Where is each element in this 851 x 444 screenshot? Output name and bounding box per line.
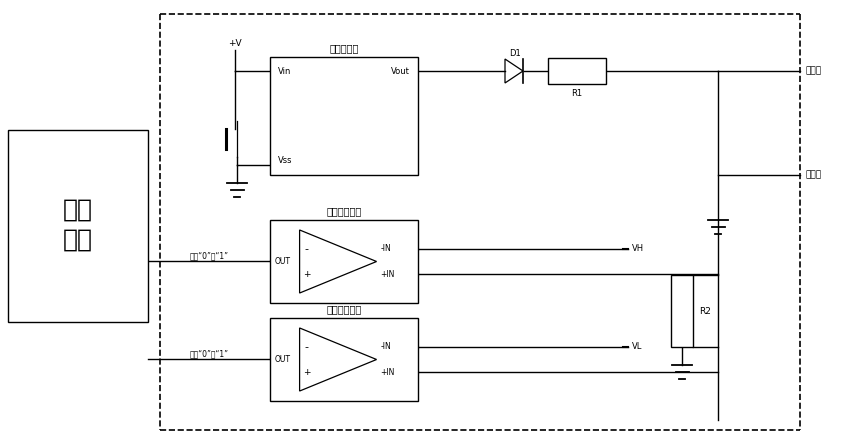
- Text: -: -: [305, 342, 309, 352]
- Text: VL: VL: [632, 342, 643, 351]
- Text: +IN: +IN: [380, 368, 395, 377]
- Bar: [270, 57, 418, 175]
- Text: Vin: Vin: [278, 67, 291, 75]
- Text: -IN: -IN: [380, 244, 391, 254]
- Text: 低电压比较器: 低电压比较器: [327, 304, 362, 314]
- Bar: [270, 220, 418, 303]
- Text: 输出“0”或“1”: 输出“0”或“1”: [190, 251, 229, 260]
- Text: VH: VH: [632, 244, 644, 254]
- Text: -IN: -IN: [380, 342, 391, 351]
- Text: +IN: +IN: [380, 270, 395, 279]
- Text: R1: R1: [571, 88, 583, 98]
- Bar: [671, 275, 693, 347]
- Text: 输出“0”或“1”: 输出“0”或“1”: [190, 349, 229, 358]
- Text: OUT: OUT: [275, 257, 291, 266]
- Text: +: +: [303, 368, 311, 377]
- Bar: [8, 130, 148, 322]
- Text: Vout: Vout: [391, 67, 410, 75]
- Text: 负载线: 负载线: [806, 67, 822, 75]
- Text: R2: R2: [699, 306, 711, 316]
- Bar: [270, 318, 418, 401]
- Text: Vss: Vss: [278, 155, 293, 164]
- Text: D1: D1: [509, 48, 521, 58]
- Text: 电压发生器: 电压发生器: [329, 43, 358, 53]
- Text: 电路: 电路: [63, 228, 93, 252]
- Text: 回路线: 回路线: [806, 170, 822, 179]
- Text: 高电压比较器: 高电压比较器: [327, 206, 362, 216]
- Text: 系统: 系统: [63, 198, 93, 222]
- Text: +V: +V: [228, 39, 242, 48]
- Text: -: -: [305, 244, 309, 254]
- Text: +: +: [303, 270, 311, 279]
- Text: OUT: OUT: [275, 355, 291, 364]
- Bar: [548, 58, 606, 84]
